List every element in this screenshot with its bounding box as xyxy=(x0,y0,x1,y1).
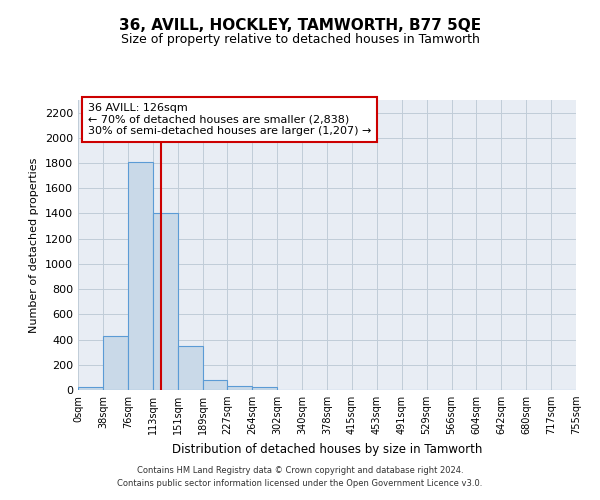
Text: 36, AVILL, HOCKLEY, TAMWORTH, B77 5QE: 36, AVILL, HOCKLEY, TAMWORTH, B77 5QE xyxy=(119,18,481,32)
Text: 36 AVILL: 126sqm
← 70% of detached houses are smaller (2,838)
30% of semi-detach: 36 AVILL: 126sqm ← 70% of detached house… xyxy=(88,103,371,136)
Text: Contains HM Land Registry data © Crown copyright and database right 2024.
Contai: Contains HM Land Registry data © Crown c… xyxy=(118,466,482,487)
Bar xyxy=(253,388,277,390)
Bar xyxy=(178,346,203,390)
Bar xyxy=(103,336,128,390)
Bar xyxy=(128,162,153,390)
Y-axis label: Number of detached properties: Number of detached properties xyxy=(29,158,40,332)
Bar xyxy=(78,388,103,390)
Text: Size of property relative to detached houses in Tamworth: Size of property relative to detached ho… xyxy=(121,32,479,46)
Bar xyxy=(203,380,227,390)
X-axis label: Distribution of detached houses by size in Tamworth: Distribution of detached houses by size … xyxy=(172,442,482,456)
Bar xyxy=(152,214,178,390)
Bar xyxy=(227,386,253,390)
